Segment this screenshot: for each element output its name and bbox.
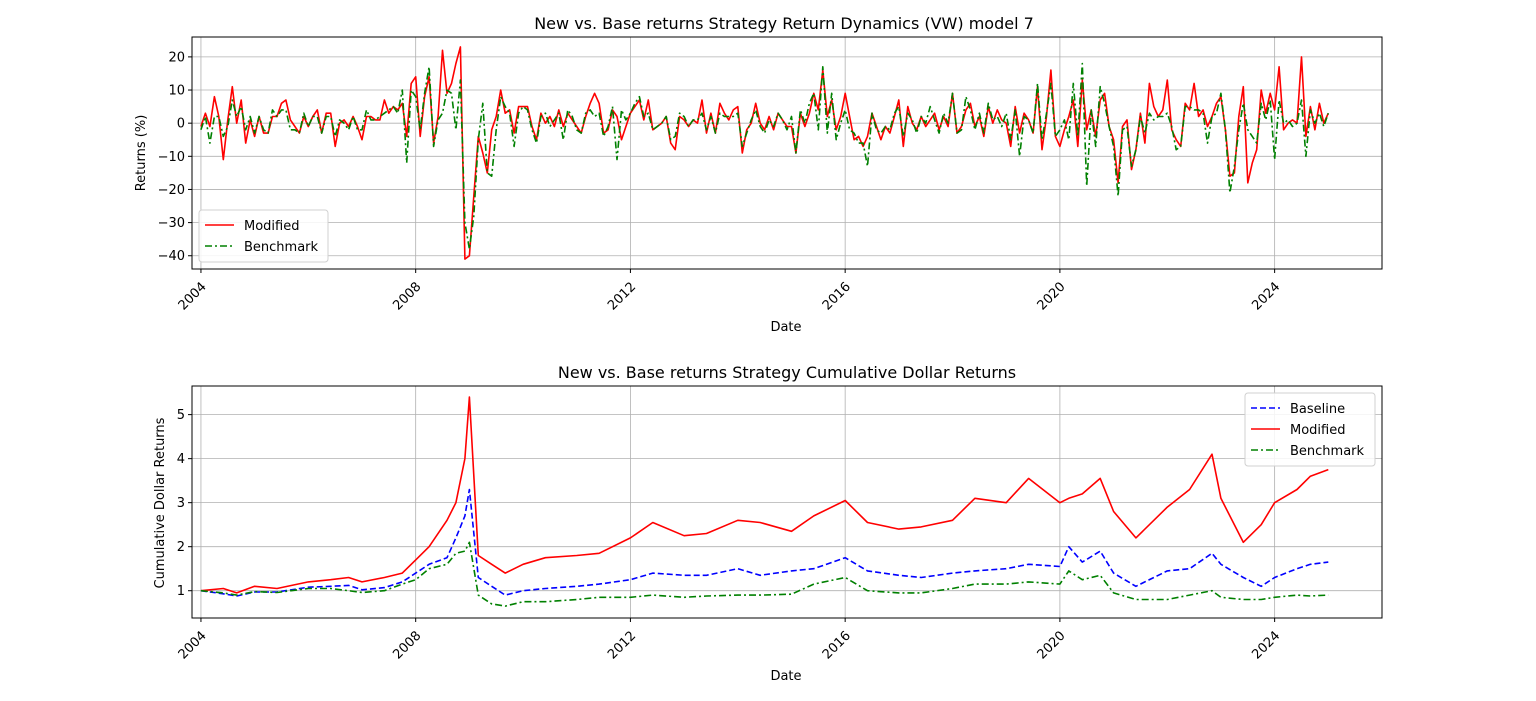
series-line-modified	[200, 46, 1330, 260]
x-tick-label: 2012	[605, 628, 639, 662]
returns-chart-ylabel: Returns (%)	[134, 115, 149, 192]
x-tick-label: 2004	[176, 279, 210, 313]
y-tick-label: −40	[158, 249, 185, 264]
y-tick-label: 10	[168, 84, 185, 99]
returns-chart-xlabel: Date	[770, 320, 801, 335]
cumulative-chart-frame	[191, 385, 1383, 619]
y-tick-label: −10	[158, 150, 185, 165]
x-tick-label: 2024	[1249, 628, 1283, 662]
x-tick-label: 2020	[1035, 628, 1069, 662]
y-tick-label: 2	[177, 540, 185, 555]
returns-chart-frame	[191, 36, 1383, 270]
returns-chart-title: New vs. Base returns Strategy Return Dyn…	[534, 14, 1034, 33]
legend-label-modified: Modified	[1290, 423, 1345, 438]
y-tick-label: 1	[177, 584, 185, 599]
x-tick-label: 2016	[820, 279, 854, 313]
cumulative-chart-grid	[192, 386, 1382, 618]
y-tick-label: 5	[177, 408, 185, 423]
x-tick-label: 2008	[390, 279, 424, 313]
cumulative-chart-ylabel: Cumulative Dollar Returns	[153, 417, 168, 588]
x-tick-label: 2024	[1249, 279, 1283, 313]
legend-box	[1244, 392, 1376, 467]
legend-label-baseline: Baseline	[1290, 402, 1345, 417]
y-tick-label: 0	[177, 117, 185, 132]
returns-chart-legend: Modified Benchmark	[198, 209, 329, 263]
x-tick-label: 2020	[1035, 279, 1069, 313]
series-line-benchmark	[200, 541, 1329, 607]
y-tick-label: 4	[177, 452, 185, 467]
returns-chart-grid	[192, 37, 1382, 269]
y-tick-label: −30	[158, 216, 185, 231]
series-line-benchmark	[200, 62, 1330, 250]
returns-chart-series	[200, 46, 1330, 260]
x-tick-label: 2012	[605, 279, 639, 313]
returns-chart: New vs. Base returns Strategy Return Dyn…	[134, 14, 1383, 335]
legend-label-benchmark: Benchmark	[1290, 444, 1365, 459]
legend-label-modified: Modified	[244, 219, 299, 234]
cumulative-chart-xlabel: Date	[770, 669, 801, 684]
series-line-modified	[200, 396, 1329, 594]
y-tick-label: −20	[158, 183, 185, 198]
x-tick-label: 2008	[390, 628, 424, 662]
y-tick-label: 3	[177, 496, 185, 511]
x-tick-label: 2004	[176, 628, 210, 662]
cumulative-chart-legend: Baseline Modified Benchmark	[1244, 392, 1376, 467]
cumulative-chart-ticks: 2004 2008 2012 2016 2020 2024 1 2 3 4 5	[176, 408, 1284, 662]
series-line-baseline	[200, 488, 1329, 597]
legend-label-benchmark: Benchmark	[244, 240, 319, 255]
cumulative-chart-series	[200, 396, 1329, 607]
cumulative-chart-title: New vs. Base returns Strategy Cumulative…	[558, 363, 1016, 382]
cumulative-chart: New vs. Base returns Strategy Cumulative…	[153, 363, 1383, 684]
legend-box	[198, 209, 329, 263]
x-tick-label: 2016	[820, 628, 854, 662]
y-tick-label: 20	[168, 50, 185, 65]
